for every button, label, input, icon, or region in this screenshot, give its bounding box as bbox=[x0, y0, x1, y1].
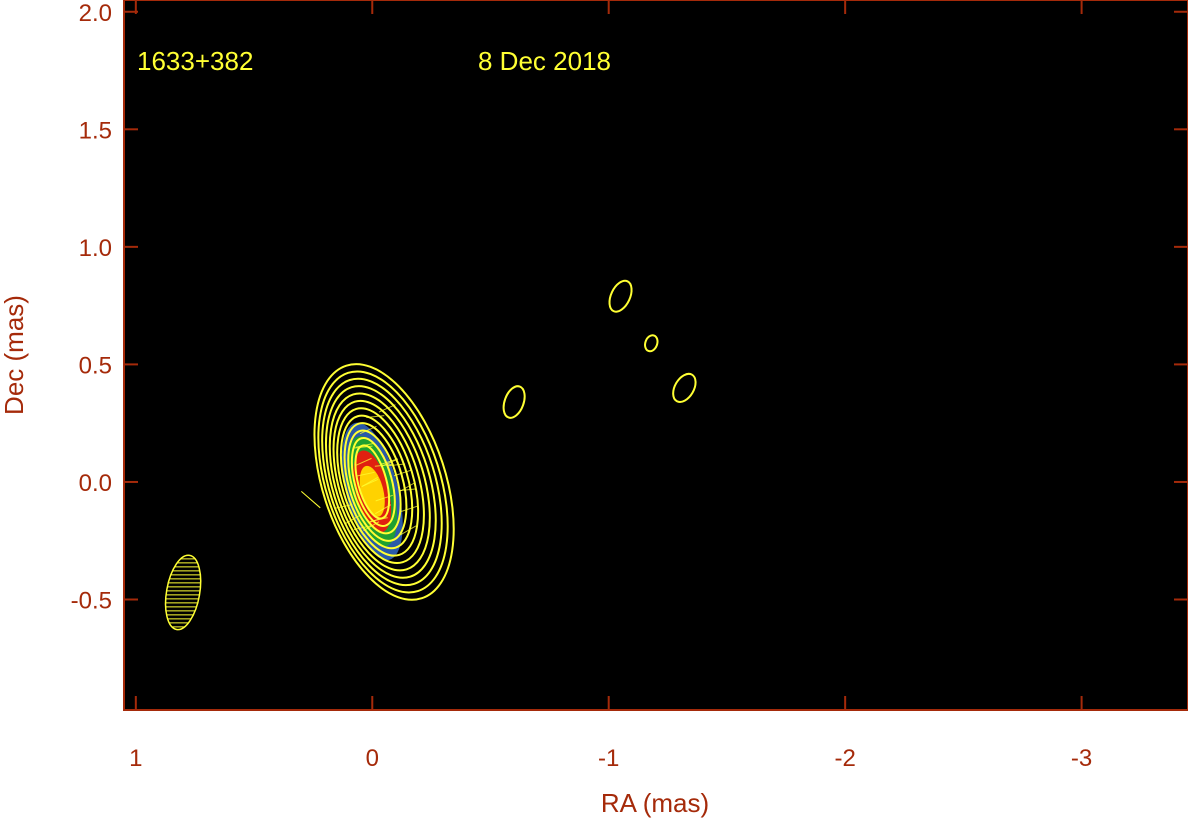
contour-level bbox=[324, 385, 437, 579]
jet-contour bbox=[608, 279, 633, 313]
jet-contour bbox=[644, 334, 659, 353]
polarization-vector bbox=[387, 463, 406, 467]
contour-level bbox=[343, 422, 408, 542]
y-tick-label: 2.0 bbox=[79, 0, 112, 27]
y-axis-title: Dec (mas) bbox=[0, 295, 29, 415]
polarization-vector bbox=[370, 517, 388, 522]
contour-level bbox=[317, 370, 449, 594]
source-label: 1633+382 bbox=[137, 46, 253, 76]
contour-level bbox=[313, 363, 455, 601]
polarization-vector bbox=[354, 445, 373, 449]
polarization-vector bbox=[366, 415, 385, 419]
polarization-vector bbox=[353, 525, 372, 530]
contour-level bbox=[332, 399, 425, 565]
contour-level bbox=[336, 407, 420, 557]
polarization-vector bbox=[399, 481, 416, 492]
polarization-vector bbox=[400, 525, 417, 536]
y-tick-label: 1.5 bbox=[79, 117, 112, 144]
polarization-vector bbox=[380, 458, 398, 465]
jet-contour bbox=[502, 385, 526, 419]
contour-level bbox=[339, 414, 414, 550]
polarization-vector bbox=[355, 443, 374, 448]
x-tick-label: -3 bbox=[1071, 745, 1092, 772]
beam-outline bbox=[164, 554, 202, 631]
contour-level bbox=[347, 429, 402, 535]
y-tick-label: 1.0 bbox=[79, 235, 112, 262]
x-tick-label: 0 bbox=[366, 745, 379, 772]
polarization-vector bbox=[354, 457, 372, 467]
x-tick-label: -2 bbox=[834, 745, 855, 772]
jet-contour bbox=[672, 372, 697, 403]
polarization-vector bbox=[359, 425, 377, 435]
plot-background bbox=[124, 0, 1188, 710]
y-tick-label: -0.5 bbox=[71, 588, 112, 615]
polarization-vector bbox=[344, 514, 361, 525]
polarization-vector bbox=[361, 478, 379, 488]
polarization-vector bbox=[393, 469, 412, 477]
contour-group bbox=[301, 279, 697, 601]
polarization-vector bbox=[375, 494, 393, 502]
plot-frame bbox=[123, 0, 1188, 711]
polarization-vector bbox=[334, 504, 353, 509]
x-tick-label: -1 bbox=[598, 745, 619, 772]
polarization-vector bbox=[356, 471, 375, 477]
contour-level bbox=[350, 436, 396, 527]
x-tick-label: 1 bbox=[129, 745, 142, 772]
polarization-vector bbox=[400, 505, 419, 512]
polarization-vector bbox=[378, 404, 396, 413]
contour-level bbox=[321, 377, 443, 587]
polarization-vector bbox=[374, 504, 392, 515]
y-tick-label: 0.0 bbox=[79, 470, 112, 497]
contour-level bbox=[328, 392, 431, 572]
y-tick-label: 0.5 bbox=[79, 352, 112, 379]
polarization-vector bbox=[374, 463, 393, 467]
axis-ticks: 1 0 -1 -2 -3 2.0 1.5 1.0 0.5 0.0 -0.5 bbox=[71, 0, 1188, 772]
x-axis-title: RA (mas) bbox=[601, 788, 709, 818]
date-label: 8 Dec 2018 bbox=[478, 46, 611, 76]
polarization-vector bbox=[301, 490, 321, 509]
